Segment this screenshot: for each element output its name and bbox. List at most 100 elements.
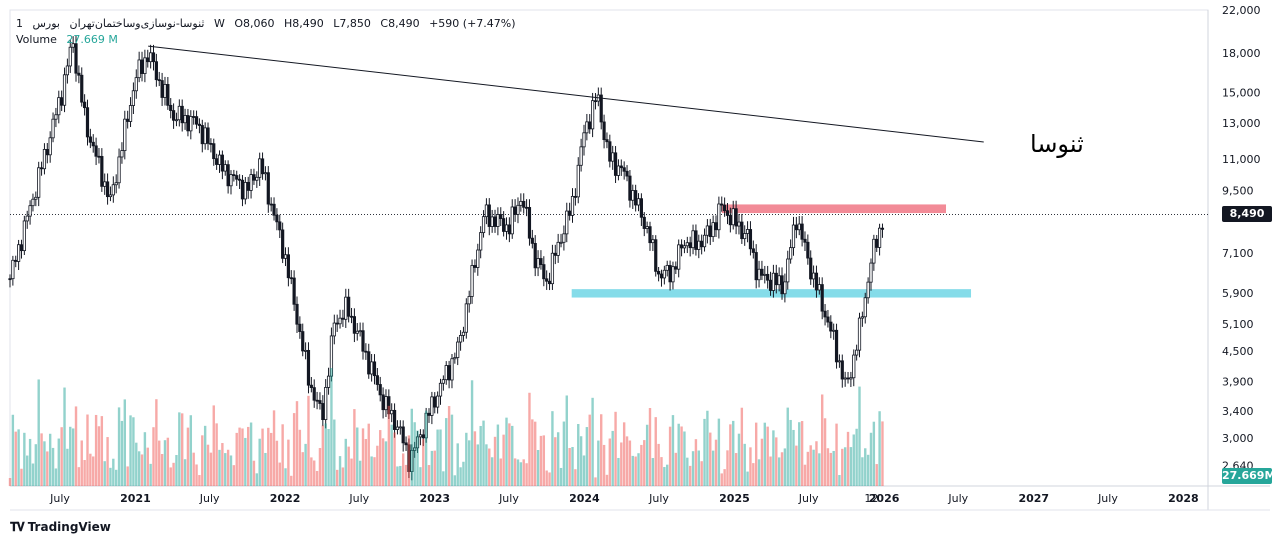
candle-body — [436, 395, 440, 408]
support-zone[interactable] — [571, 289, 972, 298]
candle-body — [392, 409, 397, 430]
resistance-zone[interactable] — [721, 204, 947, 214]
volume-bar — [301, 452, 304, 486]
timeframe-label: W — [213, 17, 225, 30]
volume-bar — [651, 458, 655, 486]
volume-bar — [178, 412, 181, 486]
candle-body — [504, 224, 509, 232]
candle-body — [321, 403, 325, 421]
candle-body — [634, 190, 638, 206]
volume-bar — [310, 457, 313, 486]
volume-bar — [757, 459, 761, 486]
volume-bar — [344, 438, 347, 486]
candle-body — [332, 322, 336, 337]
volume-bar — [534, 421, 537, 486]
volume-bar — [206, 444, 210, 486]
price-tick-label: 11,000 — [1222, 153, 1261, 166]
candle-body — [622, 167, 626, 172]
candle-body — [453, 357, 457, 360]
candle-body — [720, 203, 724, 206]
high-value: H8,490 — [284, 17, 324, 30]
candle-body — [545, 278, 549, 282]
candle-body — [246, 181, 250, 191]
candle-body — [674, 266, 678, 270]
chart-annotation[interactable]: ثنوسا — [1030, 130, 1084, 158]
candle-body — [668, 264, 672, 283]
volume-bar — [743, 443, 746, 486]
candle-body — [71, 43, 75, 48]
candle-body — [151, 52, 156, 63]
candle-body — [223, 164, 227, 172]
candle-body — [34, 196, 38, 200]
candle-body — [682, 245, 687, 249]
volume-bar — [224, 453, 227, 486]
candle-body — [131, 90, 136, 106]
candle-body — [266, 172, 270, 205]
time-tick-label: July — [798, 492, 819, 505]
volume-bar — [571, 446, 574, 486]
volume-bar — [852, 434, 855, 486]
volume-bar — [869, 432, 873, 486]
volume-bar — [94, 414, 98, 486]
volume-value: 27.669 M — [66, 33, 118, 46]
candle-body — [189, 116, 193, 132]
candle-body — [352, 316, 356, 334]
symbol-name[interactable]: ثنوسا-نوسازی‌وساختمان‌تهران — [69, 17, 205, 30]
candle-body — [304, 349, 308, 352]
volume-bar — [447, 406, 451, 486]
volume-bar — [798, 422, 801, 486]
tradingview-logo[interactable]: 𝐓𝐕 TradingView — [10, 520, 111, 535]
volume-bar — [327, 429, 330, 486]
candle-body — [217, 154, 222, 165]
candle-body — [42, 149, 47, 170]
volume-bar — [709, 432, 712, 486]
candle-body — [441, 379, 445, 384]
candle-body — [166, 84, 170, 106]
candle-body — [80, 74, 84, 103]
volume-bar — [671, 415, 675, 486]
candle-body — [65, 65, 69, 76]
candle-body — [820, 284, 824, 312]
candle-body — [57, 97, 61, 116]
volume-bar — [766, 426, 769, 486]
candle-body — [579, 146, 583, 166]
candle-body — [197, 123, 202, 126]
volume-bar — [106, 437, 109, 486]
candle-body — [85, 107, 90, 138]
candle-body — [309, 384, 313, 389]
candle-body — [105, 181, 110, 198]
candle-body — [869, 262, 873, 283]
candle-body — [860, 316, 864, 319]
volume-bar — [387, 405, 391, 486]
candle-body — [817, 284, 821, 291]
volume-bar — [180, 413, 184, 486]
volume-bar — [493, 436, 497, 486]
volume-bar — [175, 455, 178, 486]
candle-body — [639, 198, 643, 218]
volume-bar — [430, 450, 434, 486]
price-tick-label: 3,900 — [1222, 376, 1254, 389]
open-value: O8,060 — [234, 17, 275, 30]
candle-body — [447, 365, 451, 381]
candle-body — [613, 152, 618, 176]
trendline[interactable] — [148, 45, 984, 143]
volume-bar — [195, 464, 198, 486]
volume-bar — [11, 414, 15, 486]
candle-body — [777, 275, 781, 286]
candle-body — [708, 225, 712, 238]
candle-body — [473, 265, 477, 268]
candle-body — [490, 216, 494, 227]
volume-bar — [542, 435, 546, 486]
volume-bar — [875, 464, 878, 486]
volume-bar — [772, 430, 775, 486]
candle-body — [347, 296, 351, 317]
volume-bar — [591, 397, 594, 486]
volume-bar — [470, 380, 474, 486]
candle-body — [28, 205, 32, 217]
candle-body — [797, 223, 801, 231]
volume-bar — [92, 456, 95, 486]
volume-bar — [292, 413, 296, 486]
volume-bar — [103, 461, 106, 486]
volume-bar — [54, 468, 58, 486]
